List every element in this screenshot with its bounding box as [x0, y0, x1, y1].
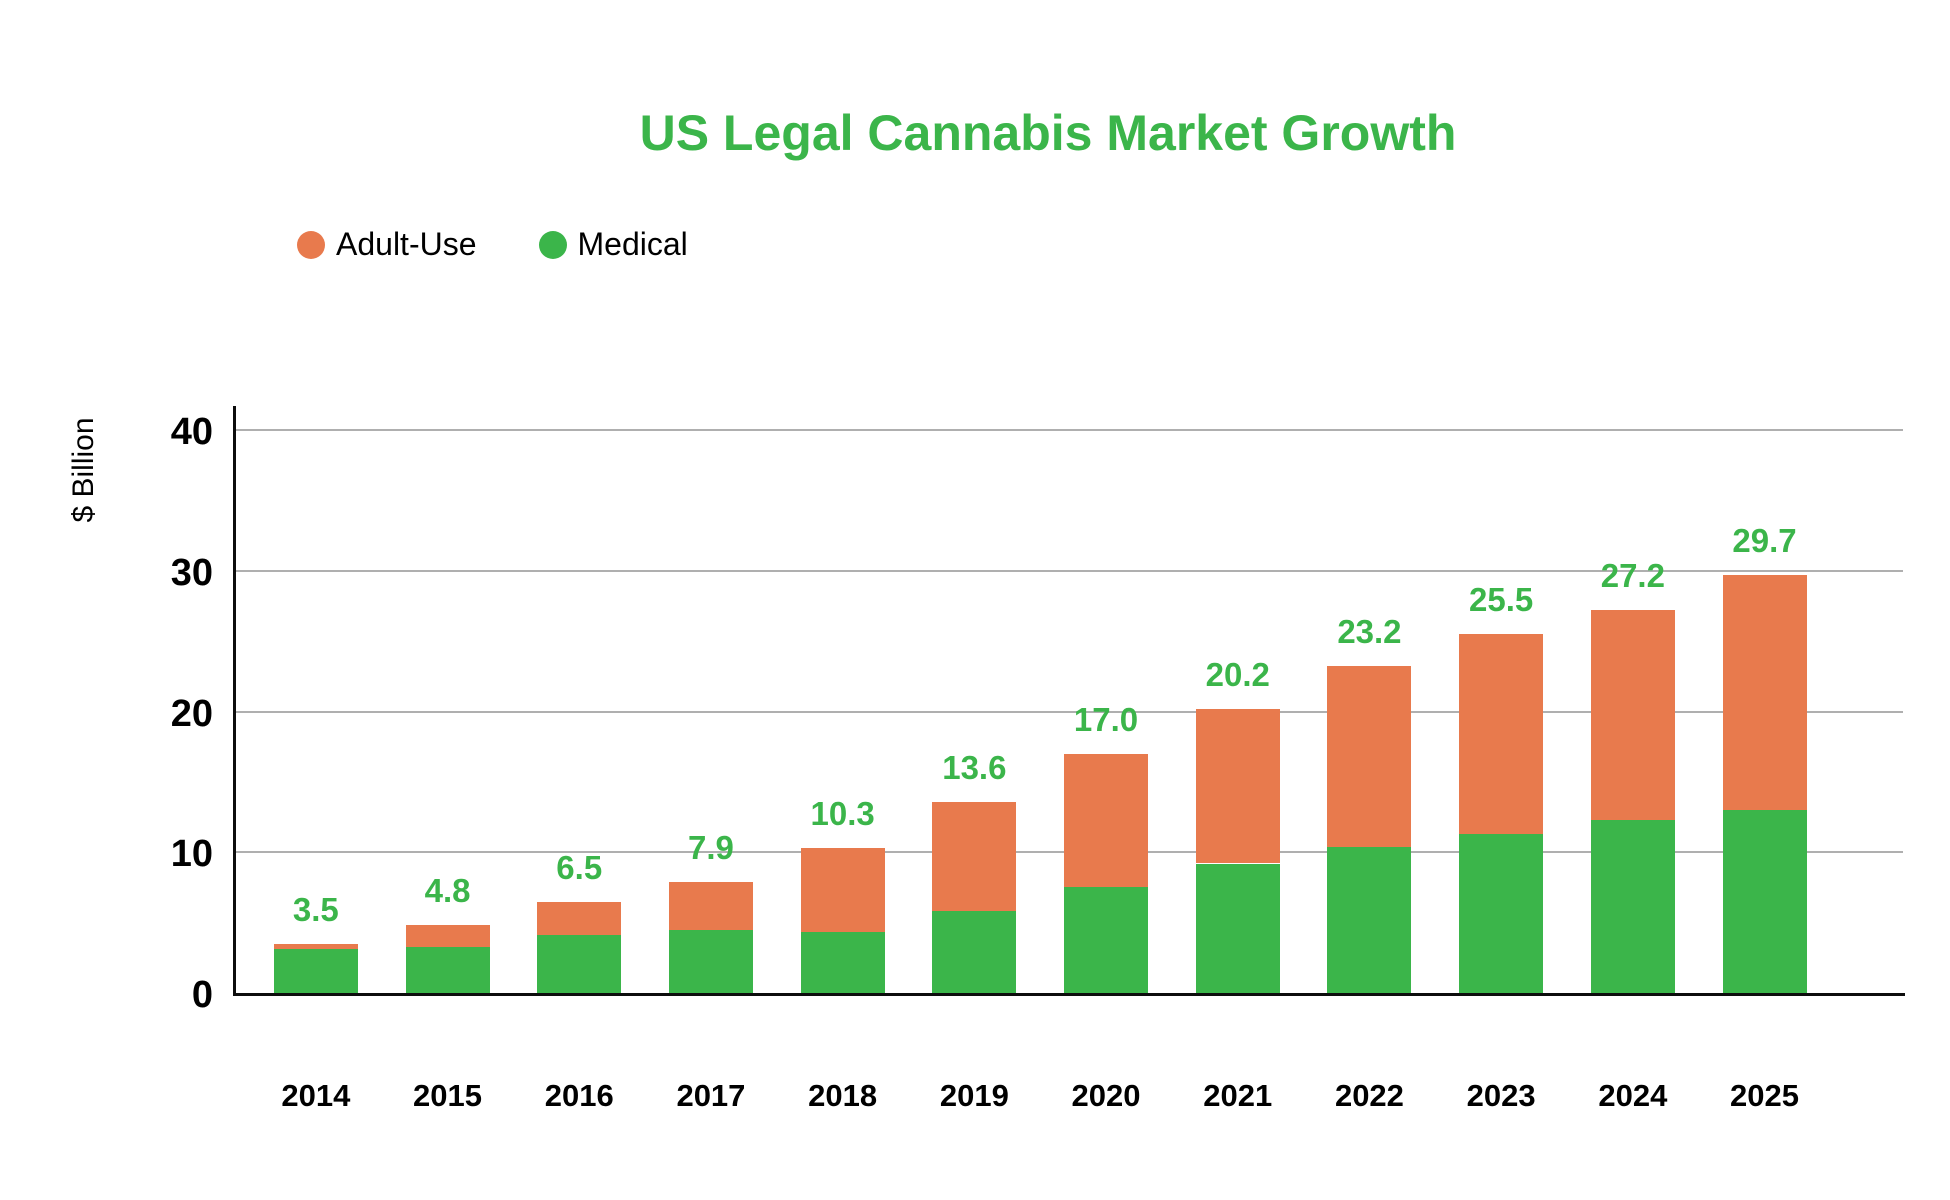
x-tick-label-2021: 2021	[1203, 1078, 1273, 1113]
gridline-20	[233, 710, 1903, 713]
total-label-2015: 4.8	[424, 872, 471, 910]
total-label-2021: 20.2	[1205, 655, 1270, 693]
total-label-2014: 3.5	[292, 890, 339, 928]
bar-2014-medical-segment	[273, 949, 358, 993]
bar-2017-adult-use-segment	[668, 881, 753, 930]
x-tick-label-2017: 2017	[676, 1078, 746, 1113]
x-tick-label-2025: 2025	[1730, 1078, 1800, 1113]
legend-item-medical: Medical	[538, 226, 688, 263]
legend-item-adult-use: Adult-Use	[297, 226, 477, 263]
legend-label-adult-use: Adult-Use	[336, 226, 477, 262]
x-tick-label-2022: 2022	[1334, 1078, 1404, 1113]
bar-2016-medical-segment	[537, 935, 622, 993]
bar-2021-medical-segment	[1195, 863, 1280, 993]
bar-2025-adult-use-segment	[1722, 574, 1807, 811]
gridline-40	[233, 429, 1903, 431]
bar-2017-medical-segment	[668, 929, 753, 993]
chart-title: US Legal Cannabis Market Growth	[639, 105, 1457, 161]
y-tick-label-20: 20	[170, 692, 213, 735]
total-label-2017: 7.9	[688, 828, 734, 866]
x-tick-label-2018: 2018	[808, 1078, 878, 1113]
bar-2023-medical-segment	[1459, 833, 1544, 993]
x-tick-label-2020: 2020	[1071, 1078, 1141, 1113]
total-label-2024: 27.2	[1600, 557, 1665, 595]
bar-2022-adult-use-segment	[1327, 666, 1412, 847]
gridline-30	[233, 569, 1903, 572]
bar-2016-adult-use-segment	[537, 901, 622, 936]
bar-2015-adult-use-segment	[405, 925, 490, 947]
legend-label-medical: Medical	[577, 226, 688, 262]
bar-2025-medical-segment	[1722, 810, 1807, 993]
total-label-2016: 6.5	[556, 848, 603, 886]
total-label-2023: 25.5	[1469, 581, 1534, 619]
legend: Adult-Use Medical	[297, 226, 688, 263]
y-tick-label-10: 10	[170, 833, 213, 876]
bar-2019-medical-segment	[932, 911, 1017, 993]
bar-2018-medical-segment	[800, 932, 885, 993]
x-tick-label-2019: 2019	[939, 1078, 1009, 1113]
x-tick-label-2023: 2023	[1466, 1078, 1536, 1113]
bar-2020-medical-segment	[1064, 887, 1149, 993]
bar-2023-adult-use-segment	[1459, 634, 1544, 834]
bar-2024-medical-segment	[1590, 819, 1675, 993]
bar-2019-adult-use-segment	[932, 801, 1017, 912]
y-tick-label-0: 0	[191, 974, 213, 1016]
bar-2018-adult-use-segment	[800, 848, 885, 933]
bar-2015-medical-segment	[405, 946, 490, 993]
x-axis-line	[233, 993, 1905, 996]
x-tick-label-2015: 2015	[413, 1078, 483, 1113]
bar-2020-adult-use-segment	[1064, 753, 1149, 888]
total-label-2019: 13.6	[942, 748, 1007, 786]
total-label-2018: 10.3	[810, 795, 875, 833]
adult-use-swatch-icon	[297, 230, 325, 259]
x-tick-label-2016: 2016	[544, 1078, 614, 1113]
total-label-2020: 17.0	[1073, 700, 1139, 738]
bar-2014-adult-use-segment	[273, 943, 358, 950]
bar-2024-adult-use-segment	[1590, 610, 1675, 820]
total-label-2025: 29.7	[1732, 521, 1797, 559]
x-tick-label-2014: 2014	[281, 1078, 351, 1113]
y-axis-line	[233, 406, 236, 996]
bar-2022-medical-segment	[1327, 846, 1412, 993]
y-tick-label-40: 40	[170, 411, 213, 453]
y-tick-label-30: 30	[170, 551, 213, 594]
medical-swatch-icon	[538, 230, 567, 259]
bar-2021-adult-use-segment	[1195, 708, 1280, 864]
total-label-2022: 23.2	[1337, 613, 1402, 651]
x-tick-label-2024: 2024	[1598, 1078, 1668, 1113]
